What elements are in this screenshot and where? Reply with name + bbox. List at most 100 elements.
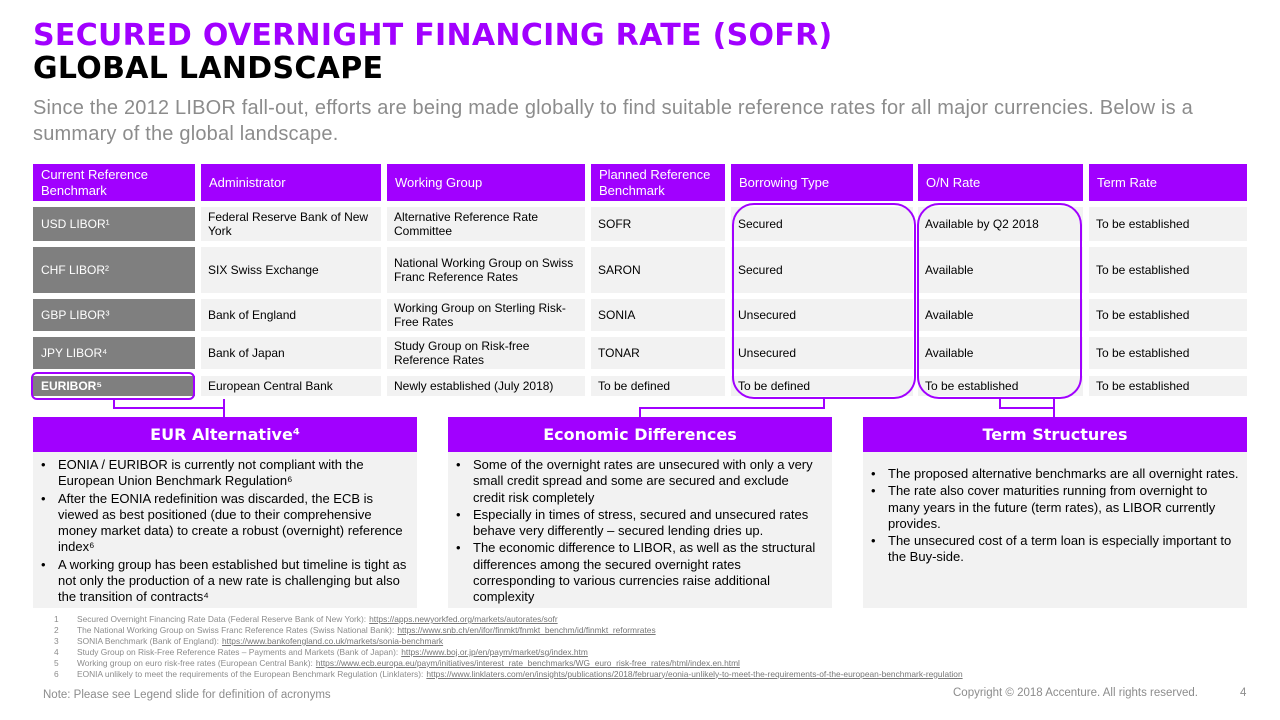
cell-jpy-libor-working-group: Study Group on Risk-free Reference Rates	[387, 337, 585, 369]
footnotes: 1 Secured Overnight Financing Rate Data (…	[54, 614, 963, 679]
cell-chf-libor-current-benchmark: CHF LIBOR²	[33, 247, 195, 293]
cell-usd-libor-working-group: Alternative Reference Rate Committee	[387, 207, 585, 241]
cell-gbp-libor-administrator: Bank of England	[201, 299, 381, 331]
footnote-text: The National Working Group on Swiss Fran…	[77, 624, 395, 635]
cell-usd-libor-current-benchmark: USD LIBOR¹	[33, 207, 195, 241]
cell-usd-libor-planned-benchmark: SOFR	[591, 207, 725, 241]
bullet-item: EONIA / EURIBOR is currently not complia…	[39, 457, 409, 490]
cell-gbp-libor-borrowing-type: Unsecured	[731, 299, 913, 331]
cell-jpy-libor-current-benchmark: JPY LIBOR⁴	[33, 337, 195, 369]
footnote-link[interactable]: https://www.ecb.europa.eu/paym/initiativ…	[315, 657, 740, 668]
bullet-item: Some of the overnight rates are unsecure…	[454, 457, 824, 506]
euribor-highlight	[31, 372, 195, 400]
acronym-note: Note: Please see Legend slide for defini…	[43, 689, 331, 701]
header-cell-on-rate: O/N Rate	[918, 164, 1083, 201]
bullet-list: Some of the overnight rates are unsecure…	[454, 457, 824, 606]
cell-jpy-libor-borrowing-type: Unsecured	[731, 337, 913, 369]
footnote-number: 4	[54, 646, 59, 657]
connector-term-drop	[1053, 407, 1055, 417]
cell-usd-libor-on-rate: Available by Q2 2018	[918, 207, 1083, 241]
panel-economic-differences: Economic Differences Some of the overnig…	[448, 417, 832, 608]
cell-chf-libor-working-group: National Working Group on Swiss Franc Re…	[387, 247, 585, 293]
cell-jpy-libor-term-rate: To be established	[1089, 337, 1247, 369]
borrowing-type-highlight	[732, 203, 916, 399]
footnote: 2 The National Working Group on Swiss Fra…	[54, 625, 963, 636]
title-line-1: SECURED OVERNIGHT FINANCING RATE (SOFR)	[33, 18, 833, 53]
cell-chf-libor-term-rate: To be established	[1089, 247, 1247, 293]
cell-gbp-libor-term-rate: To be established	[1089, 299, 1247, 331]
cell-euribor-working-group: Newly established (July 2018)	[387, 376, 585, 396]
cell-jpy-libor-planned-benchmark: TONAR	[591, 337, 725, 369]
cell-usd-libor-administrator: Federal Reserve Bank of New York	[201, 207, 381, 241]
panel-title: Economic Differences	[448, 417, 832, 452]
footnote-link[interactable]: https://www.boj.or.jp/en/paym/market/sg/…	[401, 646, 588, 657]
bullet-item: Especially in times of stress, secured a…	[454, 507, 824, 540]
footnote-text: EONIA unlikely to meet the requirements …	[77, 668, 424, 679]
bullet-item: The unsecured cost of a term loan is esp…	[869, 533, 1239, 566]
footnote: 4 Study Group on Risk-Free Reference Rate…	[54, 647, 963, 658]
cell-euribor-planned-benchmark: To be defined	[591, 376, 725, 396]
cell-euribor-current-benchmark: EURIBOR⁵	[33, 376, 195, 396]
cell-jpy-libor-on-rate: Available	[918, 337, 1083, 369]
header-cell-current-benchmark: Current Reference Benchmark	[33, 164, 195, 201]
cell-chf-libor-planned-benchmark: SARON	[591, 247, 725, 293]
cell-euribor-on-rate: To be established	[918, 376, 1083, 396]
page-number: 4	[1240, 687, 1247, 699]
footnote: 6 EONIA unlikely to meet the requirements…	[54, 669, 963, 680]
bullet-item: The proposed alternative benchmarks are …	[869, 466, 1239, 483]
footnote-link[interactable]: https://www.snb.ch/en/ifor/finmkt/fnmkt_…	[397, 624, 656, 635]
bullet-item: After the EONIA redefinition was discard…	[39, 491, 409, 556]
cell-usd-libor-term-rate: To be established	[1089, 207, 1247, 241]
cell-euribor-administrator: European Central Bank	[201, 376, 381, 396]
cell-euribor-borrowing-type: To be defined	[731, 376, 913, 396]
footnote-link[interactable]: https://www.bankofengland.co.uk/markets/…	[221, 635, 444, 646]
bullet-item: A working group has been established but…	[39, 557, 409, 606]
cell-gbp-libor-current-benchmark: GBP LIBOR³	[33, 299, 195, 331]
footnote-text: Secured Overnight Financing Rate Data (F…	[77, 614, 367, 624]
footnote: 1 Secured Overnight Financing Rate Data (…	[54, 614, 963, 625]
cell-chf-libor-on-rate: Available	[918, 247, 1083, 293]
footnote-text: Working group on euro risk-free rates (E…	[77, 657, 313, 668]
connector-term-structures	[999, 399, 1055, 409]
footnote-link[interactable]: https://apps.newyorkfed.org/markets/auto…	[369, 614, 558, 624]
cell-chf-libor-borrowing-type: Secured	[731, 247, 913, 293]
copyright: Copyright © 2018 Accenture. All rights r…	[953, 687, 1198, 699]
header-cell-working-group: Working Group	[387, 164, 585, 201]
cell-gbp-libor-planned-benchmark: SONIA	[591, 299, 725, 331]
footnote-text: SONIA Benchmark (Bank of England):	[77, 635, 219, 646]
footnote: 5 Working group on euro risk-free rates (…	[54, 658, 963, 669]
cell-jpy-libor-administrator: Bank of Japan	[201, 337, 381, 369]
bullet-list: EONIA / EURIBOR is currently not complia…	[39, 457, 409, 606]
footnote-number: 3	[54, 635, 59, 646]
connector-economic-differences	[823, 399, 825, 409]
bullet-list: The proposed alternative benchmarks are …	[869, 466, 1239, 566]
panel-eur-alternative: EUR Alternative⁴ EONIA / EURIBOR is curr…	[33, 417, 417, 608]
footnote-number: 5	[54, 657, 59, 668]
cell-chf-libor-administrator: SIX Swiss Exchange	[201, 247, 381, 293]
cell-euribor-term-rate: To be established	[1089, 376, 1247, 396]
footnote: 3 SONIA Benchmark (Bank of England): https…	[54, 636, 963, 647]
cell-gbp-libor-on-rate: Available	[918, 299, 1083, 331]
bullet-item: The rate also cover maturities running f…	[869, 483, 1239, 532]
panel-title: EUR Alternative⁴	[33, 417, 417, 452]
footnote-link[interactable]: https://www.linklaters.com/en/insights/p…	[426, 668, 963, 679]
header-cell-planned-benchmark: Planned Reference Benchmark	[591, 164, 725, 201]
cell-usd-libor-borrowing-type: Secured	[731, 207, 913, 241]
connector-economic-bar	[639, 407, 825, 417]
connector-eur-drop	[223, 407, 225, 417]
panel-title: Term Structures	[863, 417, 1247, 452]
subtitle: Since the 2012 LIBOR fall-out, efforts a…	[33, 97, 1193, 145]
footnote-number: 1	[54, 614, 59, 624]
bullet-item: The economic difference to LIBOR, as wel…	[454, 540, 824, 605]
footnote-text: Study Group on Risk-Free Reference Rates…	[77, 646, 399, 657]
footnote-number: 2	[54, 624, 59, 635]
header-cell-term-rate: Term Rate	[1089, 164, 1247, 201]
footnote-number: 6	[54, 668, 59, 679]
header-cell-borrowing-type: Borrowing Type	[731, 164, 913, 201]
on-rate-highlight	[917, 203, 1082, 399]
header-cell-administrator: Administrator	[201, 164, 381, 201]
cell-gbp-libor-working-group: Working Group on Sterling Risk-Free Rate…	[387, 299, 585, 331]
panel-term-structures: Term Structures The proposed alternative…	[863, 417, 1247, 608]
connector-eur-alternative	[113, 399, 225, 409]
title-line-2: GLOBAL LANDSCAPE	[33, 51, 384, 86]
